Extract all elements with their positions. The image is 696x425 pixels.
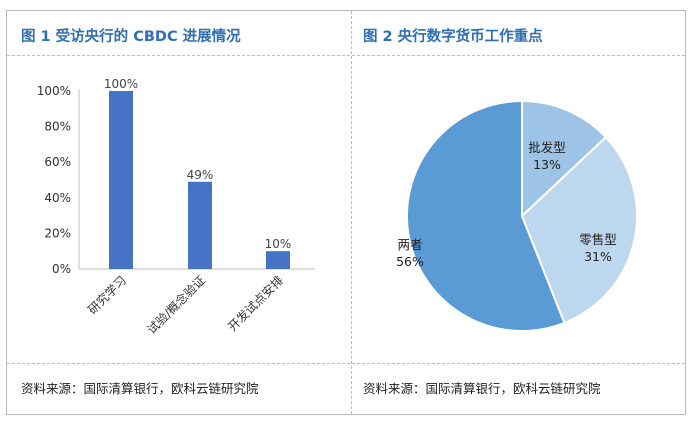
- right-source-note: 资料来源：国际清算银行，欧科云链研究院: [363, 381, 601, 396]
- pie-slice-label: 批发型: [528, 140, 566, 155]
- source-divider: [7, 363, 685, 364]
- y-tick-label: 40%: [44, 191, 71, 205]
- bar-chart: 0% 20% 40% 60% 80% 100% 100% 49% 10% 研究学习 试验/概念验…: [37, 77, 315, 337]
- pie-slice: [520, 135, 638, 325]
- y-tick-label: 60%: [44, 155, 71, 169]
- bar: [109, 91, 133, 269]
- bar: [188, 181, 212, 269]
- pie-slice: [521, 99, 608, 219]
- pie-slice: [406, 99, 566, 332]
- y-tick-label: 100%: [37, 84, 71, 98]
- bar-value-label: 100%: [104, 77, 138, 91]
- figure-frame: 图 1 受访央行的 CBDC 进展情况 图 2 央行数字货币工作重点 0% 20%…: [6, 10, 686, 415]
- bar-value-label: 10%: [265, 237, 292, 251]
- title-divider: [7, 55, 685, 56]
- left-source-note: 资料来源：国际清算银行，欧科云链研究院: [21, 381, 259, 396]
- right-chart-title: 图 2 央行数字货币工作重点: [363, 29, 543, 45]
- panel-divider: [351, 11, 352, 414]
- pie-slice-label: 两者: [397, 237, 422, 252]
- category-label: 开发试点安排: [225, 273, 287, 335]
- y-tick-label: 20%: [44, 226, 71, 240]
- pie-slice-value: 13%: [533, 157, 561, 172]
- pie-slice-value: 31%: [584, 249, 612, 264]
- pie-slice-label: 零售型: [579, 232, 617, 247]
- pie-chart: 批发型 13% 零售型 31% 两者 56%: [396, 99, 638, 332]
- y-tick-label: 80%: [44, 120, 71, 134]
- category-label: 试验/概念验证: [144, 273, 208, 337]
- pie-slice-value: 56%: [396, 254, 424, 269]
- category-label: 研究学习: [85, 273, 130, 318]
- bar: [266, 251, 290, 269]
- bar-value-label: 49%: [187, 168, 214, 182]
- left-chart-title: 图 1 受访央行的 CBDC 进展情况: [21, 29, 241, 45]
- y-tick-label: 0%: [52, 262, 71, 276]
